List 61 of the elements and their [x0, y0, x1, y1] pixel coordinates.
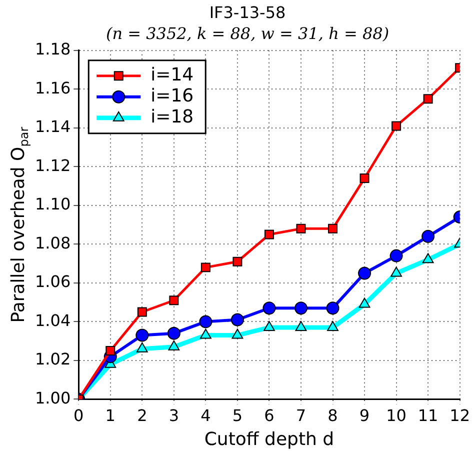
y-tick-label: 1.04	[35, 310, 71, 330]
chart-subtitle: (n = 3352, k = 88, w = 31, h = 88)	[106, 24, 390, 43]
y-tick-label: 1.12	[35, 156, 71, 175]
point	[199, 315, 212, 328]
point	[167, 326, 180, 340]
x-tick-label: 9	[359, 406, 370, 425]
legend-label: i=18	[150, 106, 194, 128]
x-tick-label: 3	[168, 406, 180, 425]
y-tick-label: 1.10	[35, 194, 71, 214]
point	[200, 328, 212, 339]
x-tick-label: 6	[264, 406, 274, 425]
point	[390, 249, 403, 262]
point	[390, 266, 402, 277]
x-tick-label: 1	[105, 406, 116, 425]
x-tick-label: 10	[386, 406, 406, 425]
point	[295, 321, 307, 331]
x-axis-title: Cutoff depth d	[204, 428, 334, 450]
point	[294, 302, 308, 315]
point	[230, 313, 244, 326]
y-axis-title: Parallel overhead Opar	[8, 126, 31, 323]
point	[422, 230, 435, 243]
point	[264, 321, 275, 331]
y-tick-label: 1.00	[35, 388, 71, 408]
point	[232, 256, 242, 266]
x-tick-label: 12	[450, 406, 470, 425]
point	[200, 262, 210, 272]
point	[136, 328, 149, 342]
point	[328, 224, 338, 234]
point	[358, 266, 372, 280]
point	[262, 302, 276, 315]
chart-title: IF3-13-58	[209, 2, 286, 22]
legend-label: i=16	[150, 86, 194, 107]
point	[232, 328, 244, 339]
x-tick-label: 11	[418, 406, 438, 425]
point	[296, 224, 306, 234]
point	[392, 121, 402, 131]
point	[422, 253, 434, 264]
y-tick-label: 1.18	[35, 40, 71, 59]
x-tick-label: 0	[74, 406, 84, 425]
point	[326, 302, 340, 315]
point	[423, 94, 433, 104]
point	[168, 340, 180, 350]
point	[136, 342, 148, 352]
x-tick-label: 5	[232, 406, 243, 425]
x-tick-label: 2	[137, 406, 148, 425]
y-tick-label: 1.02	[35, 350, 71, 369]
point	[360, 174, 370, 184]
point	[327, 321, 338, 331]
x-tick-label: 4	[200, 406, 211, 425]
point	[137, 307, 147, 317]
y-tick-label: 1.14	[35, 117, 71, 136]
y-tick-label: 1.16	[35, 78, 71, 98]
point	[264, 230, 274, 240]
y-tick-label: 1.06	[35, 272, 71, 292]
legend-label: i=14	[150, 64, 194, 86]
point	[358, 298, 370, 308]
point	[169, 296, 179, 306]
y-tick-label: 1.08	[35, 233, 71, 252]
point	[106, 346, 116, 356]
x-tick-label: 7	[296, 406, 306, 425]
x-tick-label: 8	[328, 406, 338, 425]
